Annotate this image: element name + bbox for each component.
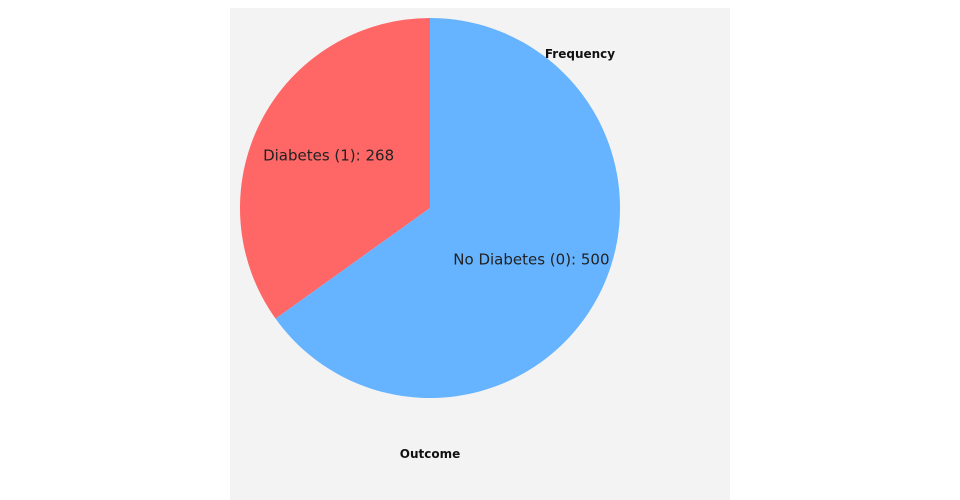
slice-label: Diabetes (1): 268 — [263, 146, 394, 164]
pie-slices — [239, 18, 620, 398]
outcome-label: Outcome — [400, 447, 460, 461]
pie-slice-no-diabetes-0 — [275, 18, 620, 398]
pie-slice-diabetes-1 — [239, 18, 430, 319]
slice-label: No Diabetes (0): 500 — [453, 251, 609, 269]
pie-labels: Diabetes (1): 268 No Diabetes (0): 500 — [263, 146, 609, 268]
frequency-label: Frequency — [545, 47, 615, 61]
